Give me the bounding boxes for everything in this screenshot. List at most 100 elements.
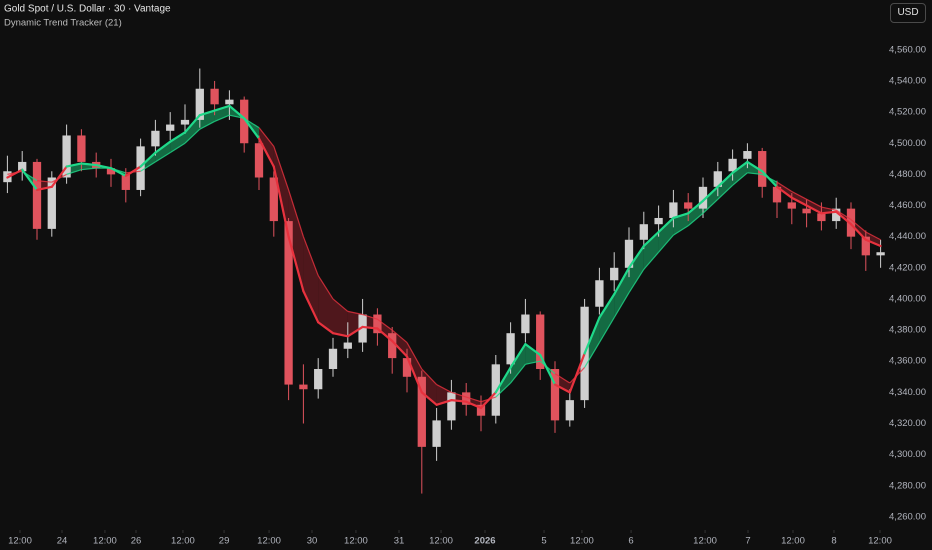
slow-line xyxy=(791,190,807,200)
fast-line xyxy=(302,290,320,324)
fast-line xyxy=(613,266,631,296)
candle-body xyxy=(299,384,308,390)
trend-fill xyxy=(185,115,200,144)
candle-body xyxy=(225,99,234,105)
slow-line xyxy=(273,146,290,191)
candle-body xyxy=(195,88,204,120)
slow-line xyxy=(184,128,201,144)
fast-line xyxy=(228,104,246,120)
slow-line xyxy=(451,391,467,398)
slow-line xyxy=(406,342,423,370)
fast-line xyxy=(391,339,409,358)
candle-body xyxy=(402,358,412,377)
plot-area xyxy=(3,68,885,494)
y-tick-label: 4,340.00 xyxy=(889,387,926,398)
slow-line xyxy=(510,363,526,384)
trend-fill xyxy=(717,172,733,200)
fast-line xyxy=(376,327,394,343)
trend-fill xyxy=(318,275,333,334)
fast-line xyxy=(317,321,335,335)
candle-body xyxy=(639,224,648,240)
y-tick-label: 4,360.00 xyxy=(889,356,926,367)
fast-line xyxy=(790,196,808,207)
fast-line xyxy=(687,199,705,215)
fast-line xyxy=(716,171,734,188)
candle-body xyxy=(565,400,574,421)
fast-line xyxy=(435,399,453,406)
y-tick-label: 4,460.00 xyxy=(889,200,926,211)
fast-line xyxy=(272,165,290,238)
trend-fill xyxy=(259,127,274,167)
candle-body xyxy=(802,208,811,214)
fast-line xyxy=(183,114,201,134)
candle-body xyxy=(861,236,870,256)
slow-line xyxy=(81,167,97,171)
candle-body xyxy=(832,208,841,222)
x-tick-label: 12:00 xyxy=(429,536,453,547)
candle-body xyxy=(698,186,708,209)
slow-line xyxy=(391,329,408,343)
slow-line xyxy=(140,161,156,172)
candle-body xyxy=(654,217,663,225)
candle-body xyxy=(743,151,752,159)
candle-body xyxy=(417,376,426,447)
x-tick-label: 7 xyxy=(745,536,750,547)
fast-line xyxy=(257,137,275,168)
candle-body xyxy=(550,369,560,421)
y-tick-label: 4,260.00 xyxy=(889,511,926,522)
candle-body xyxy=(269,177,278,222)
y-tick-label: 4,560.00 xyxy=(889,44,926,55)
x-tick-label: 12:00 xyxy=(781,536,805,547)
x-tick-label: 31 xyxy=(394,536,405,547)
trend-fill xyxy=(303,236,319,323)
slow-line xyxy=(332,298,349,312)
slow-line xyxy=(732,172,748,186)
slow-line xyxy=(584,342,600,368)
slow-line xyxy=(628,269,645,294)
x-tick-label: 12:00 xyxy=(8,536,32,547)
slow-line xyxy=(169,142,186,154)
x-tick-label: 12:00 xyxy=(344,536,368,547)
fast-line xyxy=(583,316,601,355)
candle-body xyxy=(180,119,190,125)
slow-line xyxy=(302,236,319,276)
candle-body xyxy=(328,348,338,370)
candle-body xyxy=(491,364,500,416)
candle-body xyxy=(462,392,471,405)
slow-line xyxy=(525,360,541,365)
trend-fill xyxy=(732,161,748,186)
slow-line xyxy=(687,212,704,227)
fast-line xyxy=(50,165,68,188)
fast-line xyxy=(287,235,305,293)
trend-fill xyxy=(865,231,881,247)
slow-line xyxy=(702,198,719,214)
candle-body xyxy=(684,202,693,209)
currency-button[interactable]: USD xyxy=(890,3,926,23)
fast-line xyxy=(539,353,557,386)
y-tick-label: 4,320.00 xyxy=(889,418,926,429)
chart-title: Gold Spot / U.S. Dollar · 30 · Vantage xyxy=(4,4,171,15)
fast-line xyxy=(553,383,571,394)
trend-fill xyxy=(629,246,644,293)
slow-line xyxy=(835,209,852,221)
x-tick-label: 5 xyxy=(541,536,546,547)
y-tick-label: 4,540.00 xyxy=(889,75,926,86)
candle-body xyxy=(166,124,175,131)
slow-line xyxy=(288,189,304,237)
y-tick-label: 4,280.00 xyxy=(889,480,926,491)
fast-line xyxy=(109,167,127,178)
indicator-name: Dynamic Trend Tracker (21) xyxy=(4,18,122,29)
fast-line xyxy=(21,168,39,192)
trend-fill xyxy=(806,199,822,214)
candle-body xyxy=(476,404,486,416)
x-tick-label: 12:00 xyxy=(93,536,117,547)
x-tick-label: 6 xyxy=(628,536,633,547)
candle-body xyxy=(728,158,737,172)
candle-body xyxy=(32,161,42,229)
slow-line xyxy=(717,184,734,200)
candle-body xyxy=(62,135,71,178)
fast-line xyxy=(243,117,261,140)
slow-line xyxy=(347,310,363,316)
